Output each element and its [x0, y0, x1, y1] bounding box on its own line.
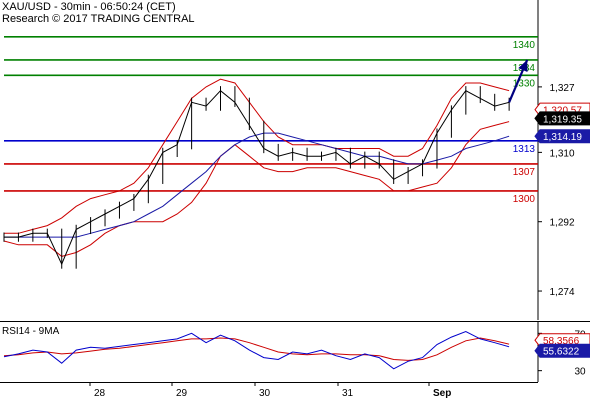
rsi-panel [3, 330, 510, 370]
y-tick-label-1,327: 1,327 [549, 83, 574, 94]
x-tick-label-Sep: Sep [433, 388, 451, 399]
moving-average-line [4, 132, 510, 238]
bollinger-lower-line [3, 121, 510, 257]
level-label-1340: 1340 [513, 40, 536, 51]
bollinger-upper-line [4, 78, 510, 234]
price-tag-outline-text: 1,320.57 [543, 106, 582, 117]
rsi-tag-rsi-box [534, 343, 590, 358]
level-label-1313: 1313 [513, 144, 536, 155]
price-close-line [4, 90, 510, 266]
price-tag-ma-box [534, 129, 590, 144]
rsi-tag-rsi_ma-text: 58.3566 [543, 336, 580, 347]
x-tick-label-31: 31 [342, 388, 354, 399]
rsi-ma-line [3, 337, 510, 361]
level-label-1330: 1330 [513, 78, 536, 89]
bollinger-bands [3, 78, 510, 257]
price-series [3, 86, 510, 269]
price-tag-ma-text: 1,314.19 [543, 132, 582, 143]
rsi-title: RSI14 - 9MA [2, 326, 60, 337]
projection-arrow-head [518, 59, 528, 73]
level-label-1307: 1307 [513, 167, 536, 178]
y-tick-label-1,292: 1,292 [549, 218, 574, 229]
moving-average [4, 132, 510, 238]
rsi-line [3, 330, 510, 370]
x-tick-label-30: 30 [259, 388, 271, 399]
copyright-header: Research © 2017 TRADING CENTRAL [2, 13, 195, 25]
price-tag-last-text: 1,319.35 [543, 114, 582, 125]
rsi-tag-rsi-text: 55.6322 [543, 347, 580, 358]
x-axis: 28 29 30 31 Sep [89, 382, 451, 399]
y-tick-label-1,274: 1,274 [549, 287, 574, 298]
price-tag-last-box [534, 111, 590, 126]
y-tick-label-1,310: 1,310 [549, 148, 574, 159]
level-label-1300: 1300 [513, 194, 536, 205]
x-tick-label-28: 28 [94, 388, 106, 399]
rsi-tick-label-30: 30 [574, 367, 586, 378]
symbol-header: XAU/USD - 30min - 06:50:24 (CET) [2, 1, 176, 13]
key-levels: 134013341330131313071300 [4, 36, 538, 205]
x-tick-label-29: 29 [176, 388, 188, 399]
projection-arrow [508, 59, 529, 103]
